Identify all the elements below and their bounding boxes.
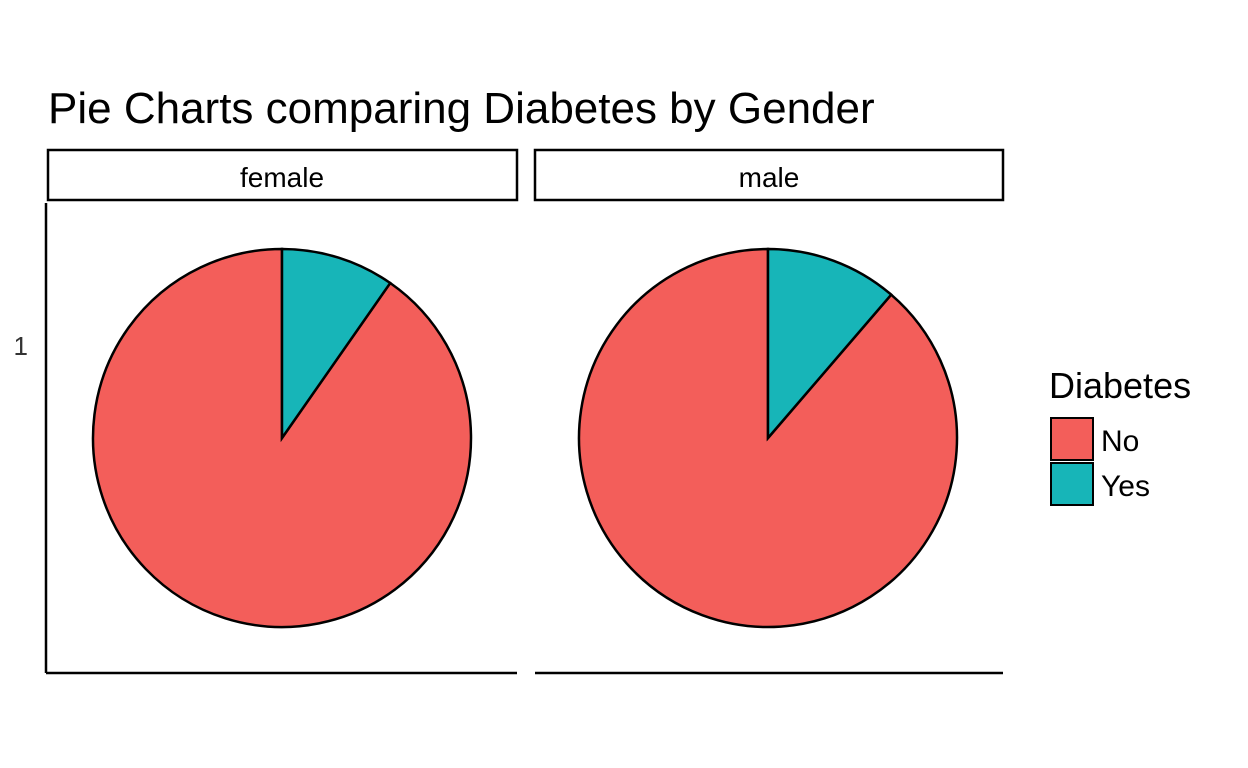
pie-slice-yes-female (280, 247, 392, 442)
facet-strip-male (533, 148, 1005, 202)
legend-swatch-yes (1050, 462, 1094, 506)
legend-title: Diabetes (1049, 365, 1191, 406)
legend-swatch-no (1050, 417, 1094, 461)
pie-slice-yes-male (766, 247, 893, 442)
pie-female (91, 247, 473, 629)
legend-label-no: No (1101, 425, 1139, 458)
legend: Diabetes No Yes (1049, 365, 1191, 506)
facet-panel-female: female (46, 148, 519, 629)
y-tick-label: 1 (14, 331, 28, 361)
legend-label-yes: Yes (1101, 470, 1150, 503)
facet-label-male: male (739, 162, 800, 193)
chart-title: Pie Charts comparing Diabetes by Gender (48, 84, 875, 133)
facet-label-female: female (240, 162, 324, 193)
facet-panel-male: male (533, 148, 1005, 629)
facet-strip-female (46, 148, 519, 202)
pie-male (577, 247, 959, 629)
